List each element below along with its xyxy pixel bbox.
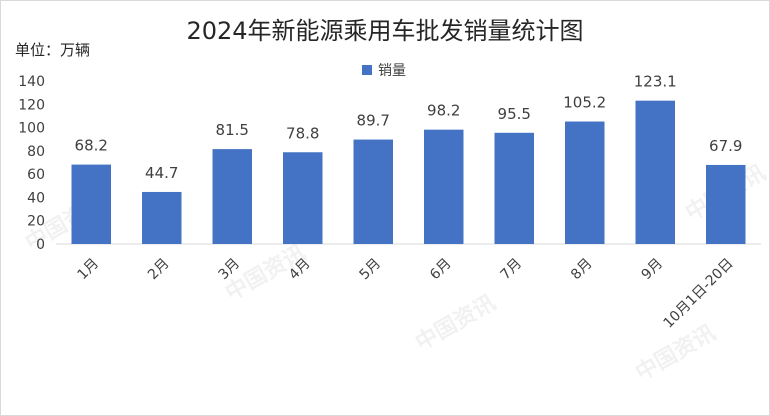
bar [212,149,252,244]
bar [353,139,393,244]
bar [283,152,323,244]
bar [565,121,605,244]
data-label: 81.5 [216,121,249,139]
legend-swatch [362,65,372,75]
bar [494,132,534,244]
data-label: 123.1 [634,73,677,91]
x-tick-label: 5月 [357,256,385,284]
x-tick-label: 1月 [75,256,103,284]
x-tick-label: 10月1日-20日 [660,256,736,332]
x-tick-label: 8月 [568,256,596,284]
data-label: 44.7 [145,164,178,182]
unit-label: 单位：万辆 [15,41,91,59]
bar [635,100,675,245]
y-tick-label: 140 [18,74,45,90]
data-label: 95.5 [498,105,531,123]
y-tick-label: 120 [18,97,45,113]
x-tick-label: 2月 [145,256,173,284]
watermark-text: 中国资讯 [632,321,721,387]
bar [706,164,746,244]
y-tick-label: 20 [27,214,45,230]
x-tick-label: 9月 [639,256,667,284]
data-label: 68.2 [75,137,108,155]
data-label: 105.2 [563,94,606,112]
y-tick-label: 0 [36,237,45,253]
data-label: 78.8 [286,124,319,142]
bar [424,129,464,244]
y-tick-label: 100 [18,121,45,137]
y-tick-label: 40 [27,190,45,206]
y-tick-label: 80 [27,144,45,160]
data-label: 67.9 [709,137,742,155]
bar [71,164,111,244]
watermark-text: 中国资讯 [412,291,501,357]
y-tick-label: 60 [27,167,45,183]
x-tick-label: 6月 [427,256,455,284]
chart-title: 2024年新能源乘用车批发销量统计图 [186,17,584,45]
data-label: 98.2 [427,102,460,120]
x-tick-label: 7月 [498,256,526,284]
bar [142,191,182,244]
legend-label: 销量 [378,63,406,79]
data-label: 89.7 [357,112,390,130]
